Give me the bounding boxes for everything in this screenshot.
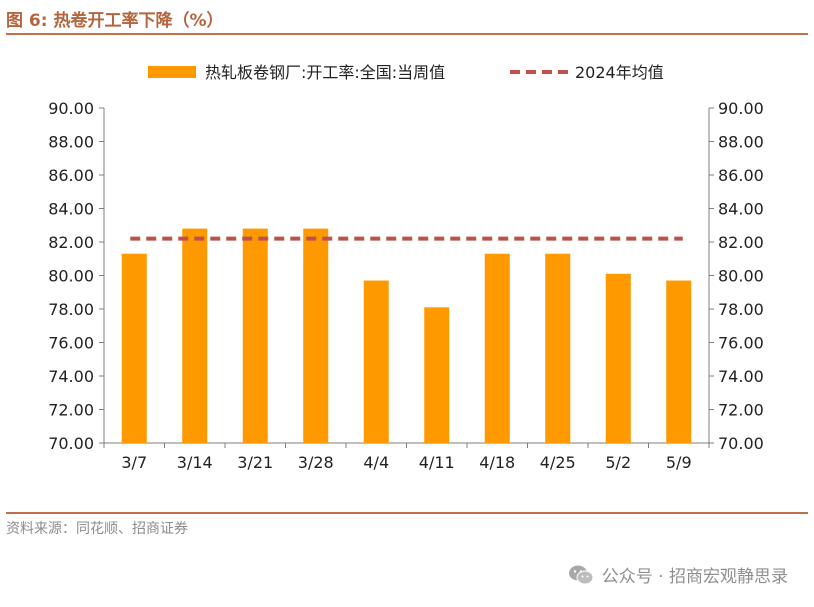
chart: 热轧板卷钢厂:开工率:全国:当周值 2024年均值 70.00 72.00 74.0…: [48, 63, 764, 470]
legend-bar-swatch: [148, 66, 196, 78]
left-y-tick-label: 88.00: [48, 133, 94, 152]
right-y-tick-label: 72.00: [718, 401, 764, 420]
top-rule: [6, 33, 808, 35]
x-tick-label: 4/11: [419, 453, 455, 470]
left-y-tick-label: 70.00: [48, 434, 94, 453]
x-tick-label: 5/2: [605, 453, 631, 470]
bar-3-7: [121, 253, 147, 443]
left-y-tick-label: 72.00: [48, 401, 94, 420]
bar-4-4: [363, 280, 389, 443]
watermark-text: 公众号 · 招商宏观静思录: [601, 567, 788, 587]
bar-4-11: [424, 307, 450, 443]
right-y-tick-label: 90.00: [718, 99, 764, 118]
bar-3-21: [242, 228, 268, 443]
left-y-tick-label: 82.00: [48, 233, 94, 252]
x-tick-label: 4/4: [363, 453, 389, 470]
right-y-tick-label: 84.00: [718, 200, 764, 219]
left-y-tick-label: 74.00: [48, 367, 94, 386]
right-y-tick-label: 74.00: [718, 367, 764, 386]
bars: [121, 228, 692, 443]
right-y-tick-label: 70.00: [718, 434, 764, 453]
right-y-tick-label: 86.00: [718, 166, 764, 185]
x-tick-label: 3/7: [121, 453, 147, 470]
right-y-tick-label: 80.00: [718, 267, 764, 286]
right-y-tick-label: 78.00: [718, 300, 764, 319]
x-tick-label: 4/25: [540, 453, 576, 470]
left-y-tick-label: 80.00: [48, 267, 94, 286]
legend-line-label: 2024年均值: [575, 63, 664, 82]
left-y-tick-label: 78.00: [48, 300, 94, 319]
watermark: 公众号 · 招商宏观静思录: [568, 562, 788, 587]
left-y-tick-label: 84.00: [48, 200, 94, 219]
source-note: 资料来源：同花顺、招商证券: [6, 521, 188, 537]
bar-3-28: [303, 228, 329, 443]
tick-labels: 70.00 72.00 74.00 76.00 78.00 80.00 82.00 84.00…: [48, 99, 764, 470]
figure-title: 图 6: 热卷开工率下降（%）: [6, 11, 224, 31]
right-y-tick-label: 82.00: [718, 233, 764, 252]
left-y-tick-label: 90.00: [48, 99, 94, 118]
x-tick-label: 3/21: [237, 453, 273, 470]
bottom-rule: [6, 512, 808, 514]
x-tick-label: 4/18: [479, 453, 515, 470]
bar-5-2: [605, 273, 631, 443]
bar-4-18: [484, 253, 510, 443]
wechat-icon: [568, 565, 594, 584]
bar-3-14: [182, 228, 208, 443]
x-tick-label: 3/28: [298, 453, 334, 470]
x-tick-label: 5/9: [666, 453, 692, 470]
legend-bar-label: 热轧板卷钢厂:开工率:全国:当周值: [205, 63, 445, 82]
x-tick-label: 3/14: [177, 453, 213, 470]
bar-5-9: [666, 280, 692, 443]
right-y-tick-label: 88.00: [718, 133, 764, 152]
legend: 热轧板卷钢厂:开工率:全国:当周值 2024年均值: [148, 63, 664, 82]
left-y-tick-label: 86.00: [48, 166, 94, 185]
bar-4-25: [545, 253, 571, 443]
left-y-tick-label: 76.00: [48, 334, 94, 353]
right-y-tick-label: 76.00: [718, 334, 764, 353]
